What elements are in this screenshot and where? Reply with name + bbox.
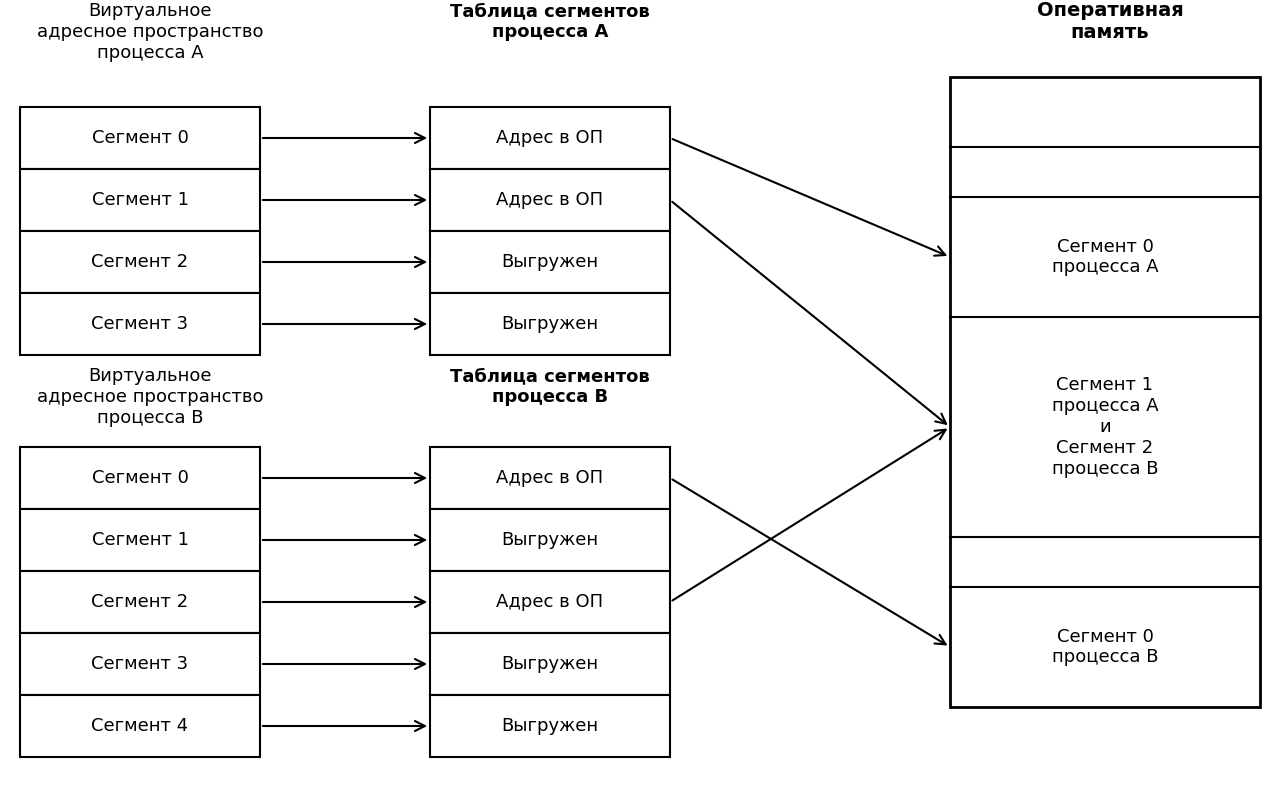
Text: Выгружен: Выгружен <box>502 315 599 333</box>
Text: Сегмент 0: Сегмент 0 <box>92 469 189 487</box>
FancyBboxPatch shape <box>20 509 260 571</box>
Text: Сегмент 1
процесса А
и
Сегмент 2
процесса В: Сегмент 1 процесса А и Сегмент 2 процесс… <box>1052 376 1158 478</box>
Text: Выгружен: Выгружен <box>502 253 599 271</box>
Text: Адрес в ОП: Адрес в ОП <box>497 129 604 147</box>
FancyBboxPatch shape <box>431 633 670 695</box>
FancyBboxPatch shape <box>431 509 670 571</box>
Text: Сегмент 2: Сегмент 2 <box>92 253 189 271</box>
Text: Сегмент 2: Сегмент 2 <box>92 593 189 611</box>
Text: Адрес в ОП: Адрес в ОП <box>497 593 604 611</box>
Text: Сегмент 0
процесса В: Сегмент 0 процесса В <box>1052 628 1158 667</box>
Text: Сегмент 3: Сегмент 3 <box>92 315 189 333</box>
FancyBboxPatch shape <box>20 633 260 695</box>
FancyBboxPatch shape <box>431 571 670 633</box>
FancyBboxPatch shape <box>20 231 260 293</box>
FancyBboxPatch shape <box>431 447 670 509</box>
Text: Выгружен: Выгружен <box>502 531 599 549</box>
FancyBboxPatch shape <box>20 695 260 757</box>
Text: Выгружен: Выгружен <box>502 655 599 673</box>
FancyBboxPatch shape <box>20 107 260 169</box>
Text: Сегмент 3: Сегмент 3 <box>92 655 189 673</box>
Text: Таблица сегментов
процесса В: Таблица сегментов процесса В <box>450 368 650 407</box>
Text: Сегмент 1: Сегмент 1 <box>92 191 189 209</box>
Text: Сегмент 0
процесса А: Сегмент 0 процесса А <box>1052 237 1158 277</box>
FancyBboxPatch shape <box>431 293 670 355</box>
Text: Выгружен: Выгружен <box>502 717 599 735</box>
Text: Виртуальное
адресное пространство
процесса А: Виртуальное адресное пространство процес… <box>37 2 264 62</box>
FancyBboxPatch shape <box>431 231 670 293</box>
Text: Виртуальное
адресное пространство
процесса В: Виртуальное адресное пространство процес… <box>37 367 264 427</box>
Text: Адрес в ОП: Адрес в ОП <box>497 191 604 209</box>
Text: Таблица сегментов
процесса А: Таблица сегментов процесса А <box>450 2 650 41</box>
Text: Сегмент 4: Сегмент 4 <box>92 717 189 735</box>
FancyBboxPatch shape <box>20 169 260 231</box>
FancyBboxPatch shape <box>20 571 260 633</box>
FancyBboxPatch shape <box>950 77 1260 707</box>
Text: Сегмент 0: Сегмент 0 <box>92 129 189 147</box>
Text: Адрес в ОП: Адрес в ОП <box>497 469 604 487</box>
FancyBboxPatch shape <box>431 695 670 757</box>
FancyBboxPatch shape <box>431 107 670 169</box>
FancyBboxPatch shape <box>20 293 260 355</box>
Text: Сегмент 1: Сегмент 1 <box>92 531 189 549</box>
Text: Оперативная
память: Оперативная память <box>1037 2 1184 43</box>
FancyBboxPatch shape <box>431 169 670 231</box>
FancyBboxPatch shape <box>20 447 260 509</box>
